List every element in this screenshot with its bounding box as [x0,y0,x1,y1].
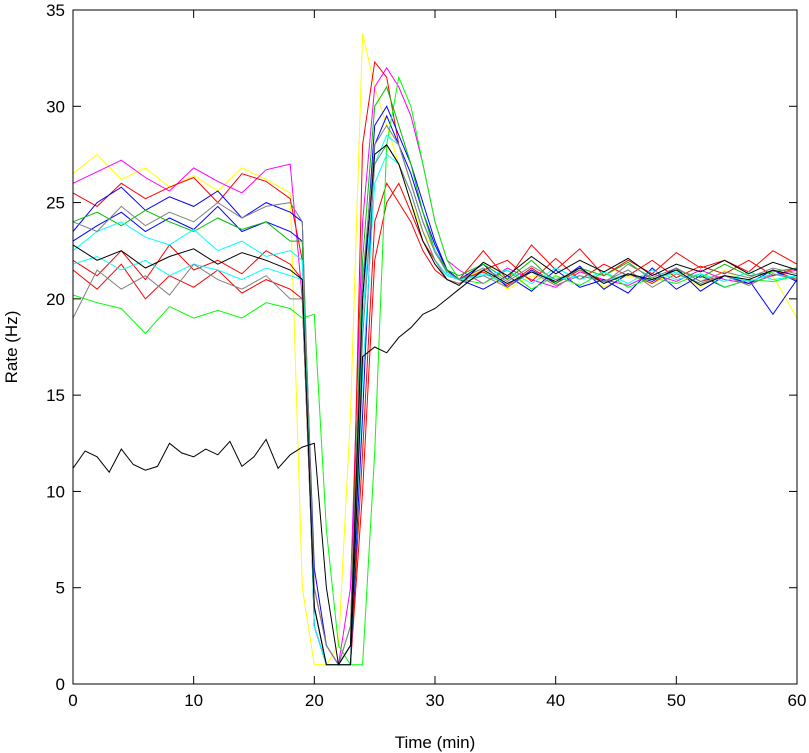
x-tick-label: 30 [426,691,445,710]
series-line-11 [72,153,798,666]
series-line-2 [72,66,798,666]
y-tick-label: 10 [46,482,65,501]
series-line-5 [72,182,798,666]
x-tick-label: 60 [788,691,807,710]
y-tick-label: 5 [56,579,65,598]
x-tick-label: 50 [667,691,686,710]
x-axis-label: Time (min) [395,733,476,752]
series-line-14 [72,267,798,666]
x-tick-label: 20 [305,691,324,710]
tick-layer: 0 10 20 30 40 50 60 0 5 10 15 20 25 30 35 [46,1,806,710]
y-tick-label: 20 [46,290,65,309]
x-tick-label: 40 [546,691,565,710]
series-line-8 [72,75,798,666]
series-line-1 [72,32,798,666]
series-line-9 [72,85,798,666]
series-line-10 [72,134,798,666]
x-tick-label: 10 [184,691,203,710]
plot-frame [72,9,798,685]
y-tick-label: 0 [56,675,65,694]
x-tick-label: 0 [68,691,77,710]
y-axis-label: Rate (Hz) [2,311,21,384]
series-line-12 [72,143,798,666]
y-tick-label: 30 [46,97,65,116]
series-line-3 [72,60,798,666]
y-tick-label: 35 [46,1,65,20]
series-layer [72,32,798,666]
series-line-6 [72,105,798,666]
series-line-7 [72,114,798,666]
y-tick-label: 15 [46,386,65,405]
y-tick-label: 25 [46,194,65,213]
series-line-4 [72,182,798,666]
series-line-13 [72,124,798,666]
series-line-15 [72,144,798,666]
